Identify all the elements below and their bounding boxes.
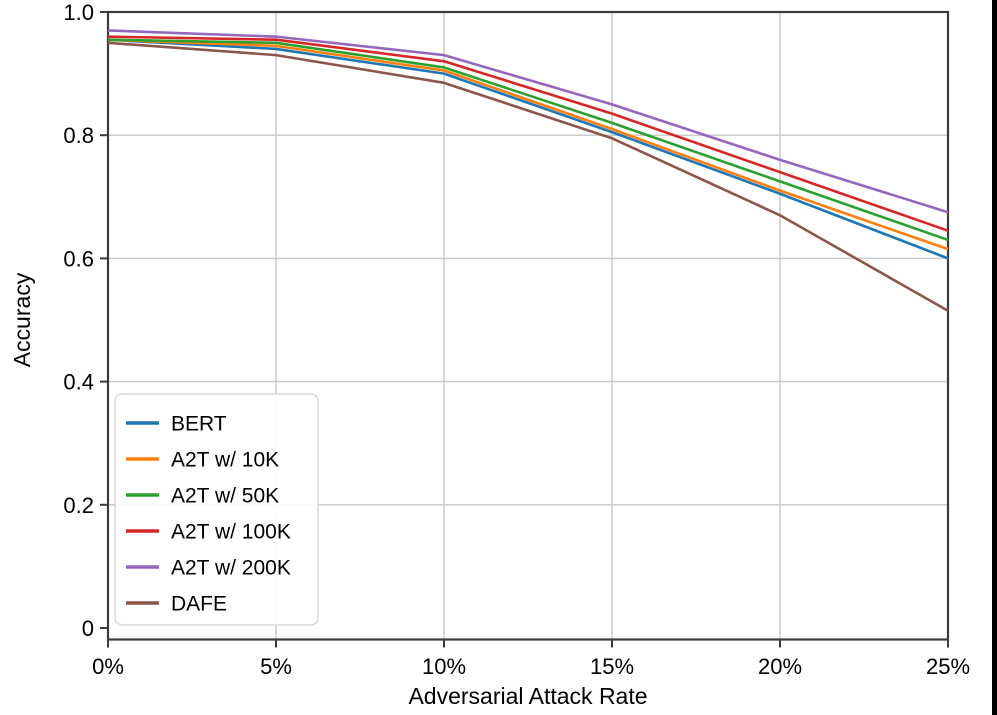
x-tick-label: 25% [926,654,970,679]
x-tick-label: 15% [590,654,634,679]
y-tick-label: 0.4 [63,370,94,395]
x-tick-label: 0% [92,654,124,679]
legend-label-a2t-w-10k: A2T w/ 10K [171,449,279,472]
axes-frame [106,10,950,641]
y-axis-title: Accuracy [9,272,35,367]
y-tick-label: 1.0 [63,0,94,25]
series-line-a2t-w-100k [107,35,949,232]
y-tick-label: 0.8 [63,123,94,148]
legend-box [114,393,319,626]
legend-label-a2t-w-100k: A2T w/ 100K [171,521,291,544]
y-tick-label: 0.2 [63,493,94,518]
legend-label-a2t-w-50k: A2T w/ 50K [171,485,279,508]
legend-label-bert: BERT [171,413,227,436]
x-axis-title: Adversarial Attack Rate [408,683,647,709]
series-line-dafe [107,41,949,312]
y-tick-label: 0.6 [63,246,94,271]
x-tick-label: 20% [758,654,802,679]
x-tick-label: 10% [422,654,466,679]
legend-label-a2t-w-200k: A2T w/ 200K [171,557,291,580]
legend-label-dafe: DAFE [171,593,227,616]
series-line-a2t-w-50k [107,38,949,242]
y-tick-label: 0 [82,616,94,641]
series-line-a2t-w-200k [107,29,949,214]
x-tick-label: 5% [260,654,292,679]
screenshot-right-edge-strip [992,0,997,715]
series-line-a2t-w-10k [107,38,949,251]
series-line-bert [107,38,949,260]
